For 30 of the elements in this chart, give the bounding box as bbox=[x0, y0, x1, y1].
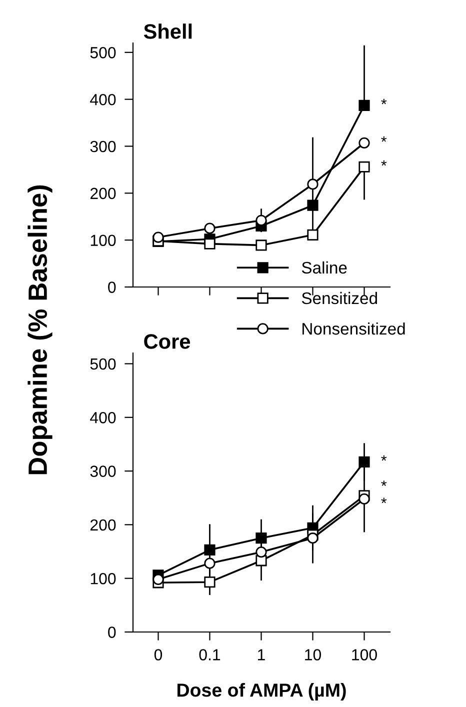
annotation: * bbox=[381, 455, 387, 461]
y-tick-label: 400 bbox=[90, 412, 116, 424]
y-tick-label: 500 bbox=[90, 47, 116, 58]
legend-label: Sensitized bbox=[302, 292, 377, 304]
x-tick-label: 0 bbox=[154, 649, 162, 660]
annotation: * bbox=[381, 498, 387, 504]
annotation: * bbox=[381, 160, 387, 166]
y-tick-label: 200 bbox=[90, 519, 116, 531]
x-tick-label: 0.1 bbox=[199, 649, 220, 660]
y-tick-label: 100 bbox=[90, 234, 116, 246]
y-tick-label: 500 bbox=[90, 358, 116, 370]
y-tick-label: 100 bbox=[90, 572, 116, 584]
y-tick-label: 300 bbox=[90, 466, 116, 477]
x-tick-label: 1 bbox=[258, 649, 265, 660]
y-tick-label: 200 bbox=[90, 188, 116, 200]
annotation: * bbox=[381, 480, 387, 486]
x-axis-title: Dose of AMPA (µM) bbox=[178, 683, 346, 700]
chart-title: Shell bbox=[144, 24, 192, 39]
annotation: * bbox=[381, 98, 387, 104]
legend-label: Nonsensitized bbox=[302, 322, 405, 335]
y-tick-label: 0 bbox=[108, 282, 116, 293]
x-tick-label: 100 bbox=[352, 649, 377, 660]
y-tick-label: 400 bbox=[90, 94, 116, 106]
y-axis-title: Dopamine (% Baseline) bbox=[28, 185, 52, 474]
y-tick-label: 0 bbox=[108, 626, 116, 638]
y-tick-label: 300 bbox=[90, 140, 116, 152]
annotation: * bbox=[381, 136, 387, 142]
legend-label: Saline bbox=[302, 261, 347, 274]
chart-title: Core bbox=[144, 334, 190, 349]
x-tick-label: 10 bbox=[305, 649, 322, 660]
